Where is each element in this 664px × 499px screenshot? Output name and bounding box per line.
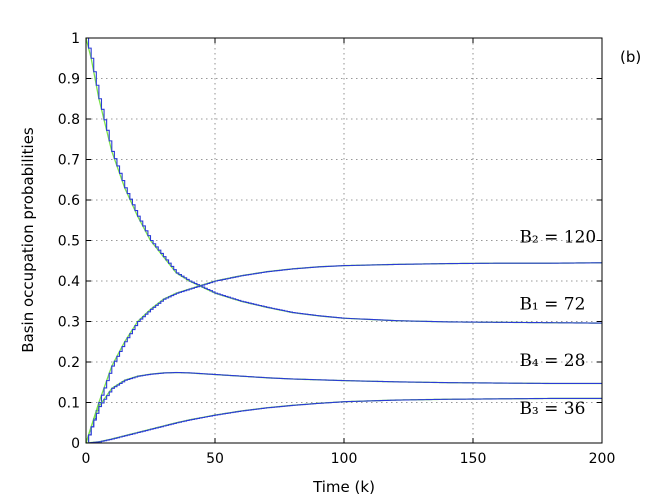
series-3-staircase-line bbox=[86, 371, 602, 444]
x-tick-label: 50 bbox=[206, 451, 224, 467]
basin-annotation: B₁ = 72 bbox=[519, 294, 585, 314]
y-tick-label: 1 bbox=[71, 31, 80, 47]
y-tick-label: 0.7 bbox=[58, 153, 80, 169]
grid bbox=[86, 38, 602, 443]
y-axis-label: Basin occupation probabilities bbox=[19, 127, 37, 353]
x-tick-label: 0 bbox=[82, 451, 91, 467]
panel-label: (b) bbox=[620, 48, 641, 66]
x-tick-label: 200 bbox=[589, 451, 616, 467]
series-layer bbox=[85, 37, 603, 444]
series-4-staircase-line bbox=[86, 397, 602, 444]
series-1-staircase-line bbox=[86, 37, 602, 324]
x-tick-label: 150 bbox=[460, 451, 487, 467]
x-tick-label: 100 bbox=[331, 451, 358, 467]
y-tick-label: 0.6 bbox=[58, 193, 80, 209]
series-2-staircase-line bbox=[86, 262, 602, 444]
y-tick-label: 0.1 bbox=[58, 396, 80, 412]
annotations: B₂ = 120 B₁ = 72 B₄ = 28 B₃ = 36 bbox=[519, 228, 596, 419]
y-tick-label: 0 bbox=[71, 436, 80, 452]
y-tick-label: 0.3 bbox=[58, 315, 80, 331]
x-axis-label: Time (k) bbox=[312, 478, 375, 496]
basin-annotation: B₂ = 120 bbox=[519, 228, 596, 248]
y-tick-label: 0.8 bbox=[58, 112, 80, 128]
y-tick-label: 0.4 bbox=[58, 274, 80, 290]
ticks: 0 50 100 150 200 0 0.1 0.2 0.3 0.4 0.5 0.6 0.7 0.8 0.9… bbox=[58, 31, 616, 467]
basin-annotation: B₃ = 36 bbox=[519, 399, 585, 419]
y-tick-label: 0.5 bbox=[58, 234, 80, 250]
basin-annotation: B₄ = 28 bbox=[519, 351, 585, 371]
y-tick-label: 0.9 bbox=[58, 72, 80, 88]
y-tick-label: 0.2 bbox=[58, 355, 80, 371]
